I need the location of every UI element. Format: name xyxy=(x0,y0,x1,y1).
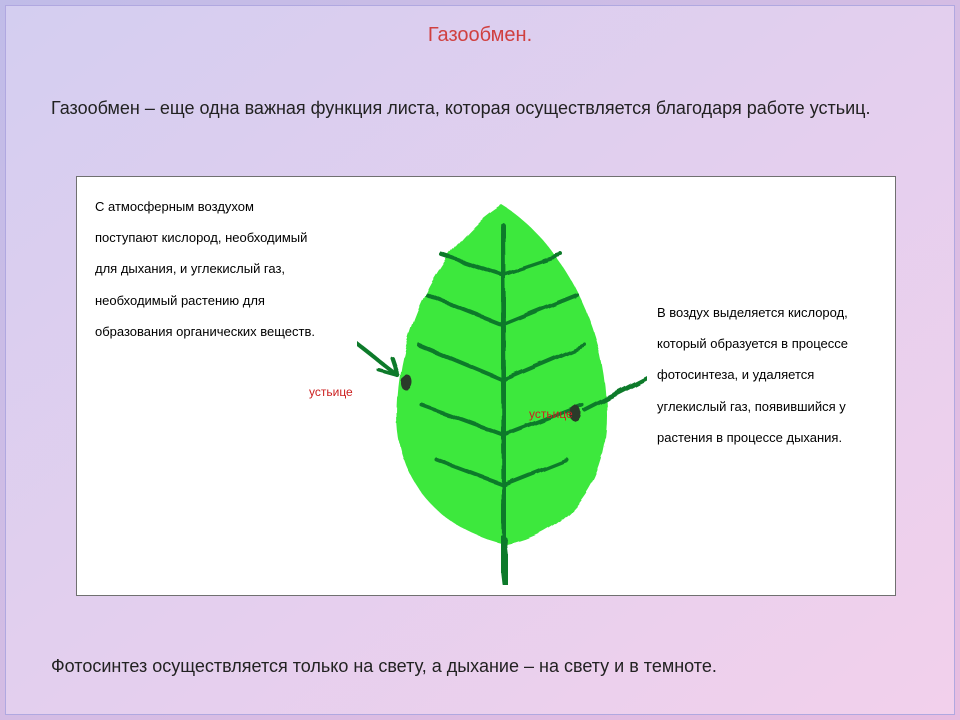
slide-outer: Газообмен. Газообмен – еще одна важная ф… xyxy=(0,0,960,720)
leaf-stem xyxy=(502,540,507,583)
diagram-panel: С атмосферным воздухом поступают кислоро… xyxy=(76,176,896,596)
stoma-dot-left xyxy=(401,375,413,391)
stoma-label-left: устьице xyxy=(309,385,353,399)
left-explanation: С атмосферным воздухом поступают кислоро… xyxy=(95,191,315,347)
leaf-illustration xyxy=(357,195,647,585)
title-text: Газообмен. xyxy=(428,24,532,46)
stoma-label-right: устьице xyxy=(529,407,573,421)
slide-inner: Газообмен. Газообмен – еще одна важная ф… xyxy=(5,5,955,715)
intro-paragraph: Газообмен – еще одна важная функция лист… xyxy=(51,96,909,121)
arrow-in xyxy=(357,320,397,375)
leaf-svg xyxy=(357,195,647,585)
footer-paragraph: Фотосинтез осуществляется только на свет… xyxy=(51,654,909,679)
page-title: Газообмен. xyxy=(6,24,954,47)
right-explanation: В воздух выделяется кислород, который об… xyxy=(657,297,877,453)
